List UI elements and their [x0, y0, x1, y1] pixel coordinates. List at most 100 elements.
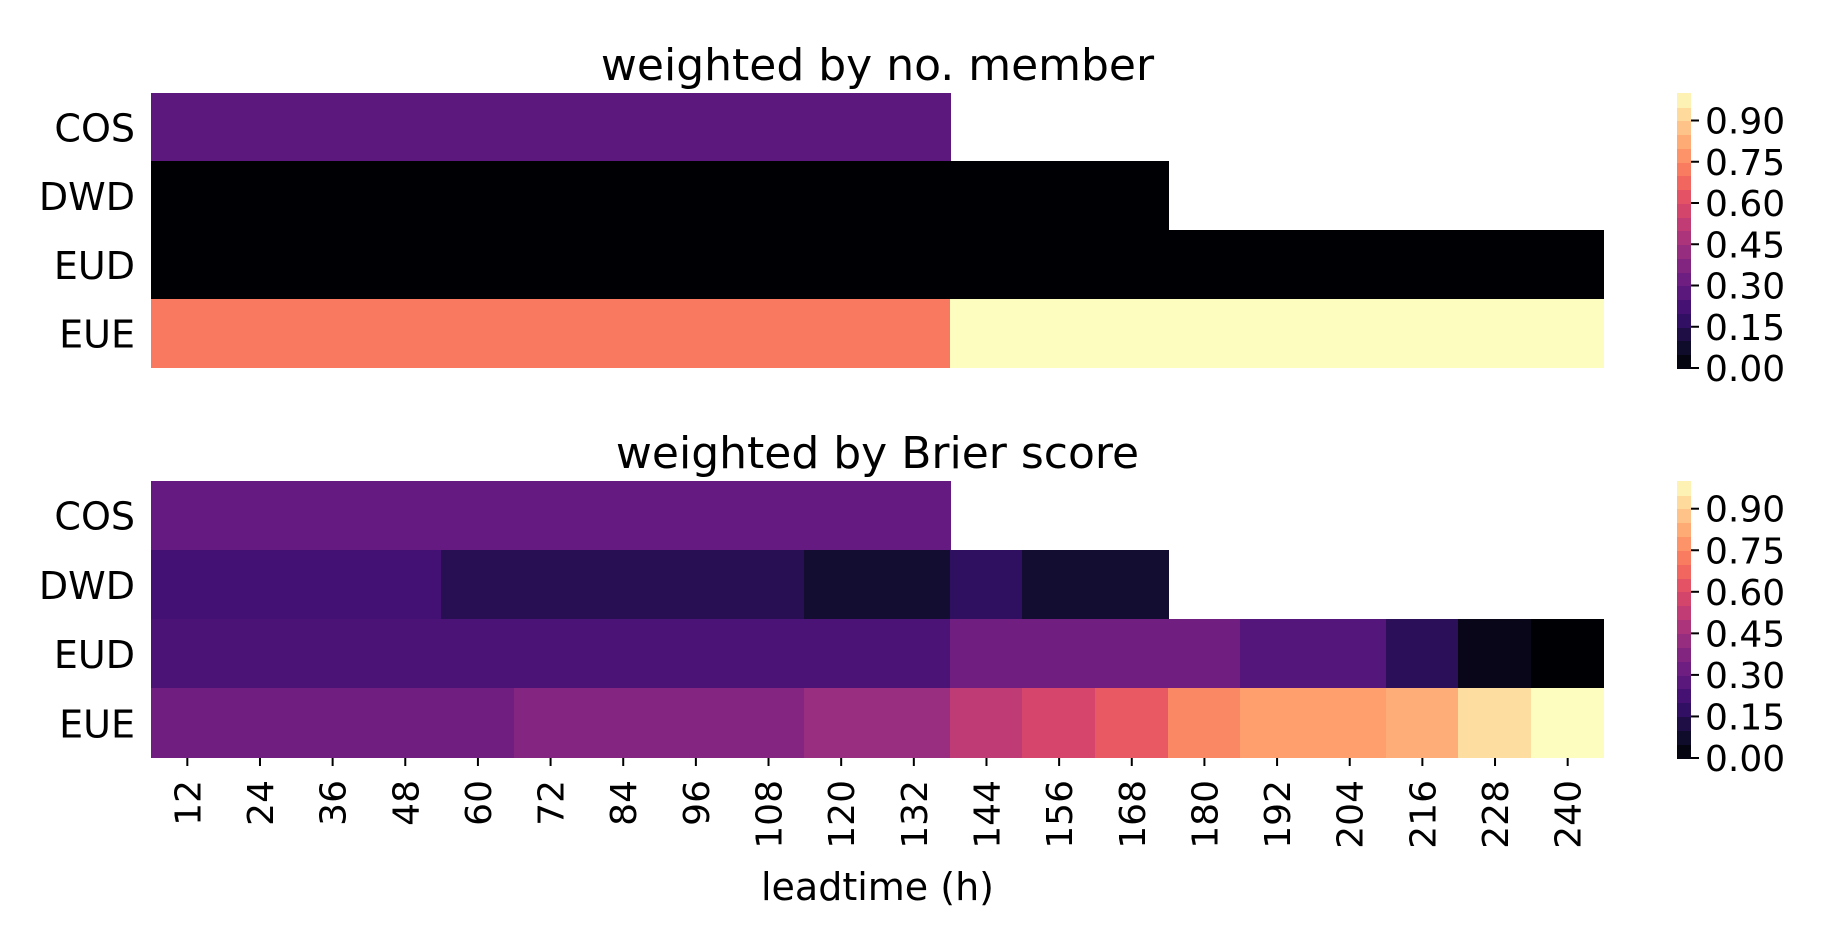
heatmap-cell	[368, 688, 442, 758]
colorbar-band	[1677, 508, 1691, 523]
heatmap-cell	[223, 481, 297, 551]
colorbar-band	[1677, 591, 1691, 606]
heatmap-cell	[659, 93, 733, 162]
heatmap-cell	[368, 550, 442, 620]
heatmap-panel-member: weighted by no. memberCOSDWDEUDEUE0.000.…	[39, 40, 1785, 390]
heatmap-cell	[732, 299, 805, 368]
heatmap-cell	[804, 93, 878, 162]
heatmap-cell	[950, 688, 1023, 758]
heatmap-cell	[1458, 688, 1532, 758]
heatmap-cell	[514, 230, 587, 300]
heatmap-cell	[514, 93, 587, 162]
colorbar-band	[1677, 313, 1691, 328]
heatmap-cell	[1095, 688, 1169, 758]
heatmap-cell	[1168, 299, 1241, 368]
colorbar-tick-label: 0.45	[1705, 614, 1785, 655]
colorbar-band	[1677, 494, 1691, 509]
heatmap-cell	[1313, 299, 1387, 368]
colorbar-band	[1677, 730, 1691, 745]
heatmap-cell	[296, 481, 369, 551]
x-tick-label: 180	[1185, 780, 1226, 849]
colorbar-band	[1677, 619, 1691, 634]
heatmap-cell	[151, 481, 224, 551]
heatmap-cell	[1022, 230, 1096, 300]
colorbar-tick-label: 0.75	[1705, 143, 1785, 184]
row-label: EUE	[59, 702, 135, 746]
heatmap-cell	[1313, 619, 1387, 689]
colorbar-band	[1677, 326, 1691, 341]
heatmap-cell	[151, 93, 224, 162]
heatmap-cell	[586, 299, 660, 368]
colorbar-band	[1677, 702, 1691, 717]
colorbar-band	[1677, 716, 1691, 731]
heatmap-cell	[950, 550, 1023, 620]
heatmap-cell	[441, 688, 515, 758]
colorbar-tick-label: 0.45	[1705, 225, 1785, 266]
colorbar-band	[1677, 661, 1691, 676]
heatmap-cell	[950, 299, 1023, 368]
heatmap-cell	[732, 619, 805, 689]
heatmap-cell	[1022, 299, 1096, 368]
x-tick-label: 156	[1040, 780, 1081, 849]
colorbar-tick-label: 0.30	[1705, 656, 1785, 697]
heatmap-cell	[151, 299, 224, 368]
heatmap-cell	[223, 688, 297, 758]
x-axis-label: leadtime (h)	[761, 865, 994, 909]
heatmap-cell	[223, 230, 297, 300]
heatmap-cell	[151, 161, 224, 231]
heatmap-cell	[514, 550, 587, 620]
colorbar-band	[1677, 134, 1691, 149]
colorbar-band	[1677, 340, 1691, 355]
colorbar-band	[1677, 148, 1691, 163]
heatmap-cell	[1531, 619, 1604, 689]
heatmap-cell	[296, 230, 369, 300]
x-tick-label: 144	[967, 780, 1008, 849]
heatmap-cell	[1240, 688, 1314, 758]
heatmap-cell	[296, 619, 369, 689]
heatmap-cell	[1168, 230, 1241, 300]
heatmap-cell	[223, 619, 297, 689]
colorbar-band	[1677, 216, 1691, 231]
x-tick-label: 48	[386, 780, 427, 826]
heatmap-cell	[732, 161, 805, 231]
heatmap-cell	[1386, 230, 1459, 300]
heatmap-cell	[950, 230, 1023, 300]
colorbar-band	[1677, 688, 1691, 703]
heatmap-cell	[1240, 619, 1314, 689]
x-tick-label: 228	[1476, 780, 1517, 849]
heatmap-cell	[586, 619, 660, 689]
colorbar-band	[1677, 744, 1691, 759]
heatmap-cell	[732, 230, 805, 300]
heatmap-cell	[1022, 619, 1096, 689]
heatmap-cell	[368, 230, 442, 300]
heatmap-cell	[441, 230, 515, 300]
heatmap-cell	[1240, 299, 1314, 368]
heatmap-cell	[441, 299, 515, 368]
heatmap-cell	[441, 161, 515, 231]
x-tick-label: 60	[459, 780, 500, 826]
heatmap-cell	[1095, 161, 1169, 231]
colorbar-tick-label: 0.90	[1705, 490, 1785, 531]
heatmap-cell	[1168, 619, 1241, 689]
x-tick-label: 120	[822, 780, 863, 849]
heatmap-cell	[1240, 230, 1314, 300]
heatmap-cell	[296, 161, 369, 231]
heatmap-cell	[877, 550, 951, 620]
colorbar-band	[1677, 354, 1691, 369]
colorbar-band	[1677, 161, 1691, 176]
colorbar-band	[1677, 175, 1691, 190]
heatmap-cell	[1095, 230, 1169, 300]
heatmap-cell	[223, 93, 297, 162]
row-label: EUD	[54, 244, 135, 288]
row-label: DWD	[39, 564, 135, 608]
colorbar-band	[1677, 189, 1691, 204]
heatmap-cell	[732, 93, 805, 162]
colorbar-band	[1677, 258, 1691, 273]
heatmap-cell	[223, 161, 297, 231]
x-tick-label: 132	[895, 780, 936, 849]
heatmap-cell	[296, 299, 369, 368]
colorbar-tick-label: 0.15	[1705, 697, 1785, 738]
heatmap-cell	[1022, 161, 1096, 231]
colorbar-band	[1677, 481, 1691, 496]
